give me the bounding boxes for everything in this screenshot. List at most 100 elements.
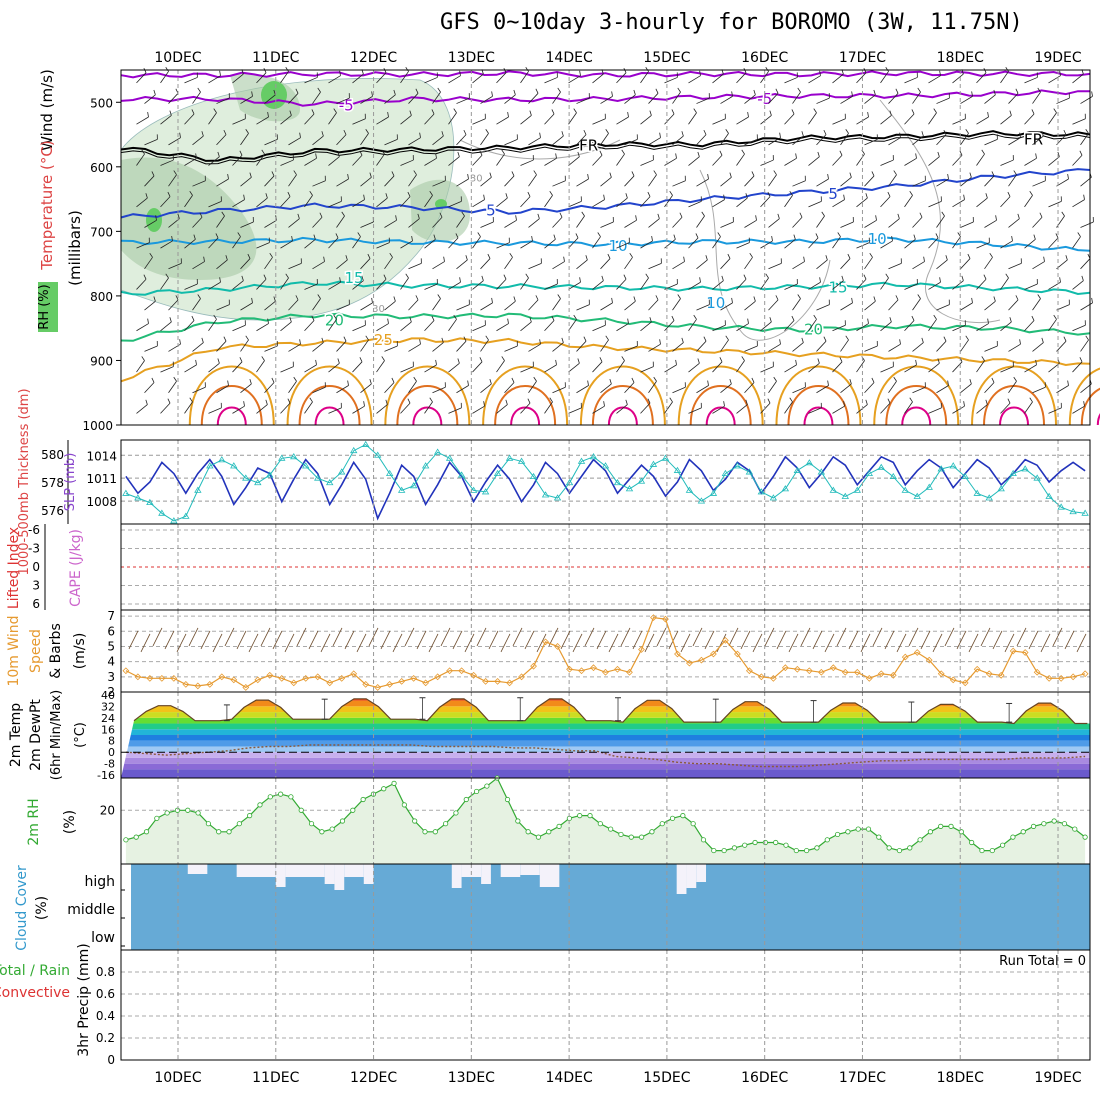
wind-barb-flag xyxy=(148,112,149,117)
wind-barb xyxy=(569,76,581,83)
wind-barb xyxy=(857,198,868,207)
wind-barb-flag xyxy=(636,215,637,220)
wind-barb xyxy=(745,95,756,104)
wind-barb-flag xyxy=(724,401,725,406)
wind-barb xyxy=(1081,222,1094,227)
rh2m-point xyxy=(608,827,612,831)
wind-barb xyxy=(809,76,821,83)
wind10-barb xyxy=(585,628,594,646)
wind-barb-flag xyxy=(1010,317,1012,322)
wind-barb xyxy=(145,382,155,392)
wind-barb xyxy=(913,217,923,227)
wind-barb-flag xyxy=(796,360,797,365)
wind-barb-flag xyxy=(912,109,914,114)
slp-point xyxy=(123,490,129,495)
wind-barb-flag xyxy=(484,401,485,406)
wind-barb-flag xyxy=(676,153,677,158)
rh2m-point xyxy=(949,824,953,828)
isotherm-lobe xyxy=(511,407,539,425)
axis-title-2m-rh: 2m RH xyxy=(26,798,42,845)
wind-barb-flag xyxy=(840,151,842,156)
wind-barb-flag xyxy=(986,400,988,405)
date-label-top: 15DEC xyxy=(643,50,690,66)
rh2m-point xyxy=(939,824,943,828)
axis-title-total-rain: Total / Rain xyxy=(0,963,70,979)
precip-tick-label: 0.8 xyxy=(96,965,115,979)
wind-barb-flag xyxy=(536,89,538,94)
wind-barb-flag xyxy=(250,379,252,384)
wind-barb xyxy=(577,216,585,227)
wind10-barb xyxy=(1053,628,1062,646)
wind-barb xyxy=(785,195,793,206)
slp-tick-label: 1011 xyxy=(86,472,117,486)
wind-barb-flag xyxy=(682,131,684,136)
wind-barb xyxy=(457,98,470,103)
wind-barb-flag xyxy=(180,339,181,344)
wind10-barb xyxy=(465,634,474,652)
wind-barb-flag xyxy=(482,276,484,281)
wind-barb xyxy=(497,198,508,207)
wind-barb xyxy=(1073,325,1086,330)
wind-barb-flag xyxy=(754,297,756,302)
wind-barb-flag xyxy=(1038,294,1041,298)
rh2m-point xyxy=(258,803,262,807)
wind-barb-flag xyxy=(1020,339,1021,344)
wind-barb-flag xyxy=(696,233,698,238)
rh2m-point xyxy=(557,824,561,828)
wind-barb-flag xyxy=(1082,276,1084,281)
wind-barb xyxy=(985,220,997,227)
wind-barb xyxy=(233,325,246,330)
wind-barb-flag xyxy=(850,173,852,178)
wind-barb-flag xyxy=(584,337,586,342)
wind-barb xyxy=(569,157,580,166)
wind-barb-flag xyxy=(684,257,685,262)
wind-barb xyxy=(545,321,555,331)
wind-barb-flag xyxy=(1068,174,1069,179)
ytick-label: 500 xyxy=(90,96,113,110)
cloud-high-block xyxy=(188,864,208,874)
rh-shading-high xyxy=(261,81,287,109)
wind-barb xyxy=(937,386,949,393)
wind-barb-flag xyxy=(1006,67,1009,71)
wind-barb-flag xyxy=(838,233,841,237)
wind-barb xyxy=(929,76,941,83)
rh2m-point xyxy=(856,827,860,831)
wind-barb xyxy=(305,321,315,331)
wind-barb xyxy=(281,322,292,331)
wind-barb-flag xyxy=(1030,191,1033,195)
wind-barb-flag xyxy=(942,212,945,216)
rh2m-point xyxy=(701,838,705,842)
wind-barb-flag xyxy=(722,276,724,281)
wind-barb-flag xyxy=(142,356,145,360)
wind-barb-flag xyxy=(554,235,556,240)
wind-barb-flag xyxy=(300,339,301,344)
wind-barb xyxy=(209,408,222,413)
wind-barb-flag xyxy=(918,294,921,298)
wind-barb-flag xyxy=(588,174,589,179)
wind-barb xyxy=(697,341,707,351)
wind-barb-flag xyxy=(612,298,613,303)
wind-barb xyxy=(889,93,899,103)
wind-barb xyxy=(617,73,627,83)
wind-barb xyxy=(545,114,555,124)
wind-barb-flag xyxy=(458,152,460,157)
wind-barb-flag xyxy=(170,317,172,322)
wind-barb-flag xyxy=(1092,91,1093,96)
wind-barb xyxy=(985,257,993,268)
wind-barb xyxy=(593,362,603,372)
wind-barb-flag xyxy=(910,191,913,195)
li-tick-label: 3 xyxy=(32,579,40,593)
wind-tick-label: 6 xyxy=(107,624,115,638)
wind-barb-flag xyxy=(486,336,489,340)
wind-barb-flag xyxy=(372,298,373,303)
date-label-bottom: 18DEC xyxy=(937,1070,984,1086)
wind-barb xyxy=(769,300,779,310)
wind-barb-flag xyxy=(732,298,733,303)
wind-barb xyxy=(689,157,700,166)
wind-barb-flag xyxy=(1068,381,1069,386)
isotherm-lobe xyxy=(397,386,457,425)
isotherm-line xyxy=(121,71,1090,77)
wind10-barb xyxy=(213,634,222,652)
rh2m-point xyxy=(835,832,839,836)
